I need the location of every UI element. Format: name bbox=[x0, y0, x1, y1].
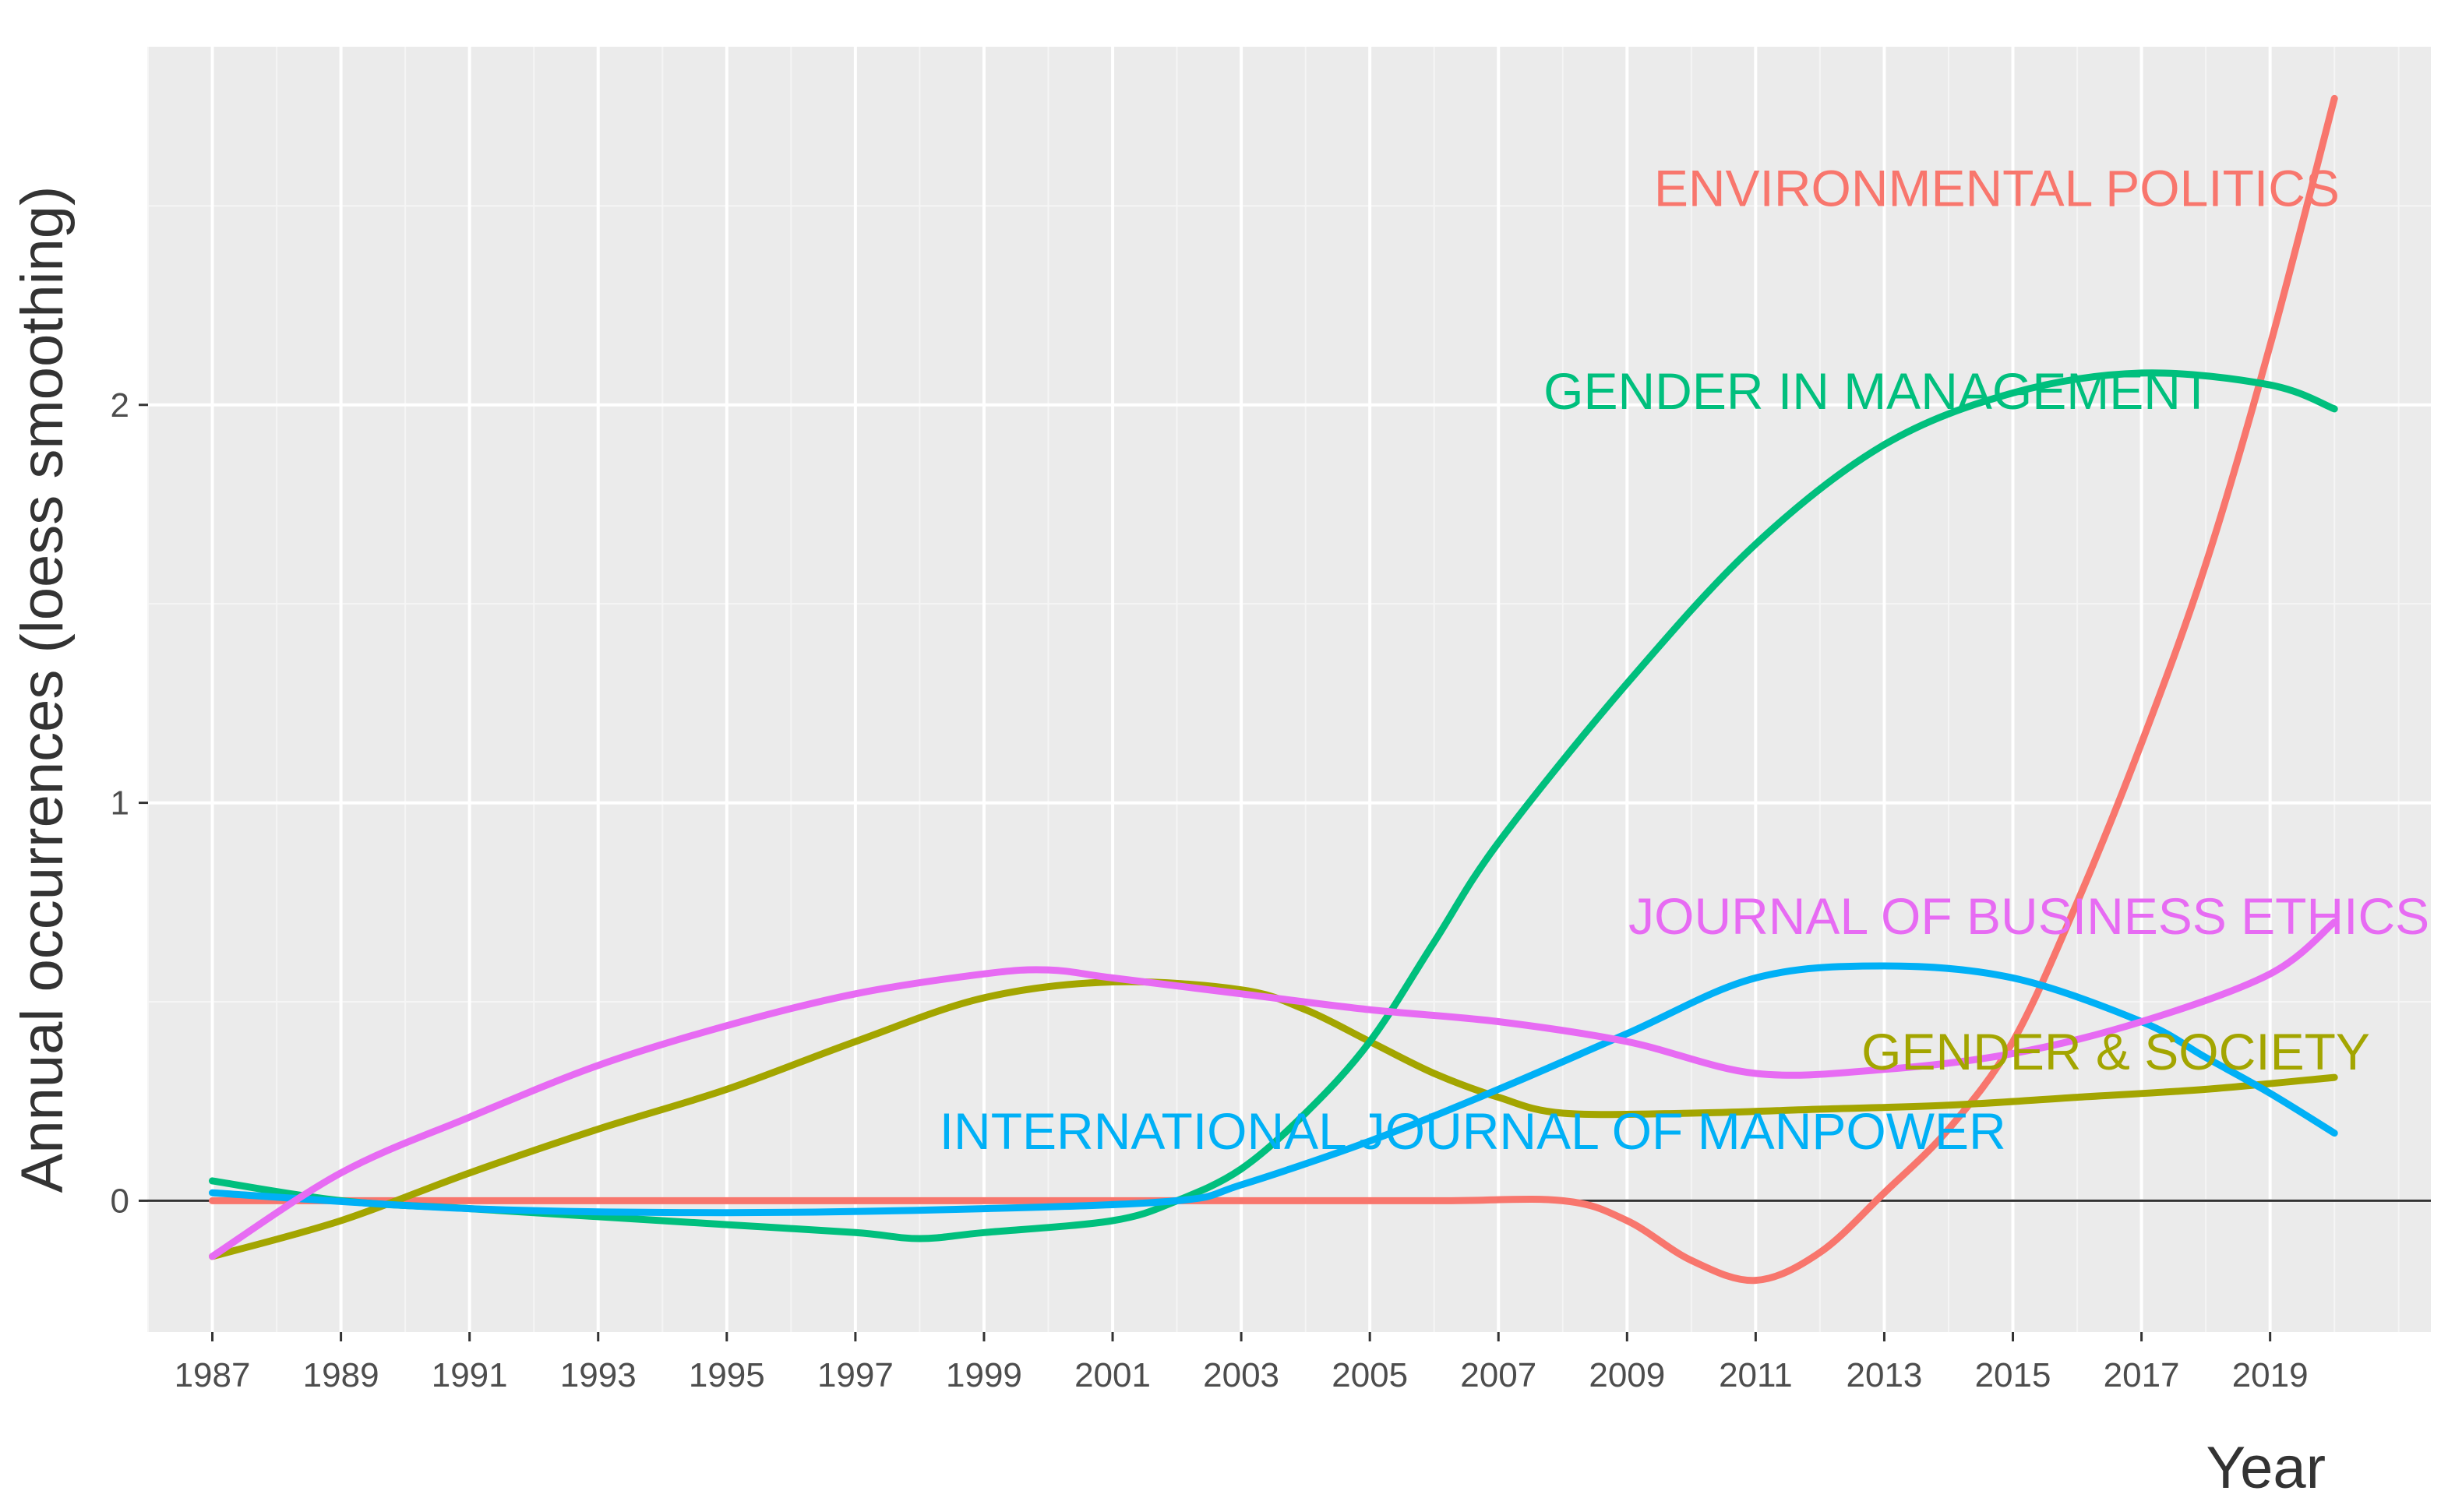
x-tick-label: 1995 bbox=[689, 1356, 765, 1394]
major-gridlines bbox=[148, 47, 2431, 1332]
x-tick-label: 1999 bbox=[946, 1356, 1022, 1394]
series-line-gender-in-management bbox=[209, 369, 2338, 1242]
series-line-international-journal-of-manpower bbox=[209, 962, 2338, 1217]
x-tick-label: 2011 bbox=[1719, 1356, 1793, 1394]
x-tick-label: 1993 bbox=[560, 1356, 637, 1394]
x-tick-label: 2005 bbox=[1332, 1356, 1408, 1394]
y-tick-label: 0 bbox=[111, 1182, 129, 1220]
x-tick-label: 2003 bbox=[1203, 1356, 1279, 1394]
series-line-environmental-politics bbox=[209, 94, 2338, 1285]
series-label-gender-in-management: GENDER IN MANAGEMENT bbox=[1543, 362, 2212, 420]
plot-panel bbox=[148, 47, 2431, 1332]
x-axis-title: Year bbox=[2206, 1435, 2326, 1501]
series-lines bbox=[209, 94, 2338, 1285]
x-tick-label: 2007 bbox=[1460, 1356, 1536, 1394]
series-label-journal-of-business-ethics: JOURNAL OF BUSINESS ETHICS bbox=[1628, 887, 2429, 945]
y-tick-label: 2 bbox=[111, 386, 129, 425]
x-tick-label: 1991 bbox=[432, 1356, 508, 1394]
x-tick-label: 1987 bbox=[175, 1356, 251, 1394]
series-line-gender-society bbox=[209, 978, 2338, 1260]
x-tick-label: 2001 bbox=[1074, 1356, 1151, 1394]
series-label-international-journal-of-manpower: INTERNATIONAL JOURNAL OF MANPOWER bbox=[940, 1102, 2006, 1160]
series-labels: ENVIRONMENTAL POLITICS GENDER & SOCIETY GE… bbox=[940, 159, 2429, 1160]
x-tick-label: 1997 bbox=[817, 1356, 894, 1394]
x-tick-label: 2017 bbox=[2104, 1356, 2180, 1394]
x-tick-label: 2013 bbox=[1847, 1356, 1923, 1394]
y-axis-ticks: 0 1 2 bbox=[111, 386, 148, 1220]
x-axis-ticks: 1987 1989 1991 1993 1995 1997 1999 2001 2003 2005… bbox=[175, 1332, 2309, 1394]
x-tick-label: 2015 bbox=[1975, 1356, 2051, 1394]
x-tick-label: 2019 bbox=[2232, 1356, 2309, 1394]
x-tick-label: 1989 bbox=[303, 1356, 379, 1394]
y-axis-title: Annual occurrences (loess smoothing) bbox=[9, 186, 76, 1193]
series-line-journal-of-business-ethics bbox=[209, 918, 2338, 1260]
y-tick-label: 1 bbox=[111, 784, 129, 823]
series-label-environmental-politics: ENVIRONMENTAL POLITICS bbox=[1654, 159, 2340, 217]
series-label-gender-society: GENDER & SOCIETY bbox=[1861, 1023, 2370, 1080]
x-tick-label: 2009 bbox=[1589, 1356, 1665, 1394]
